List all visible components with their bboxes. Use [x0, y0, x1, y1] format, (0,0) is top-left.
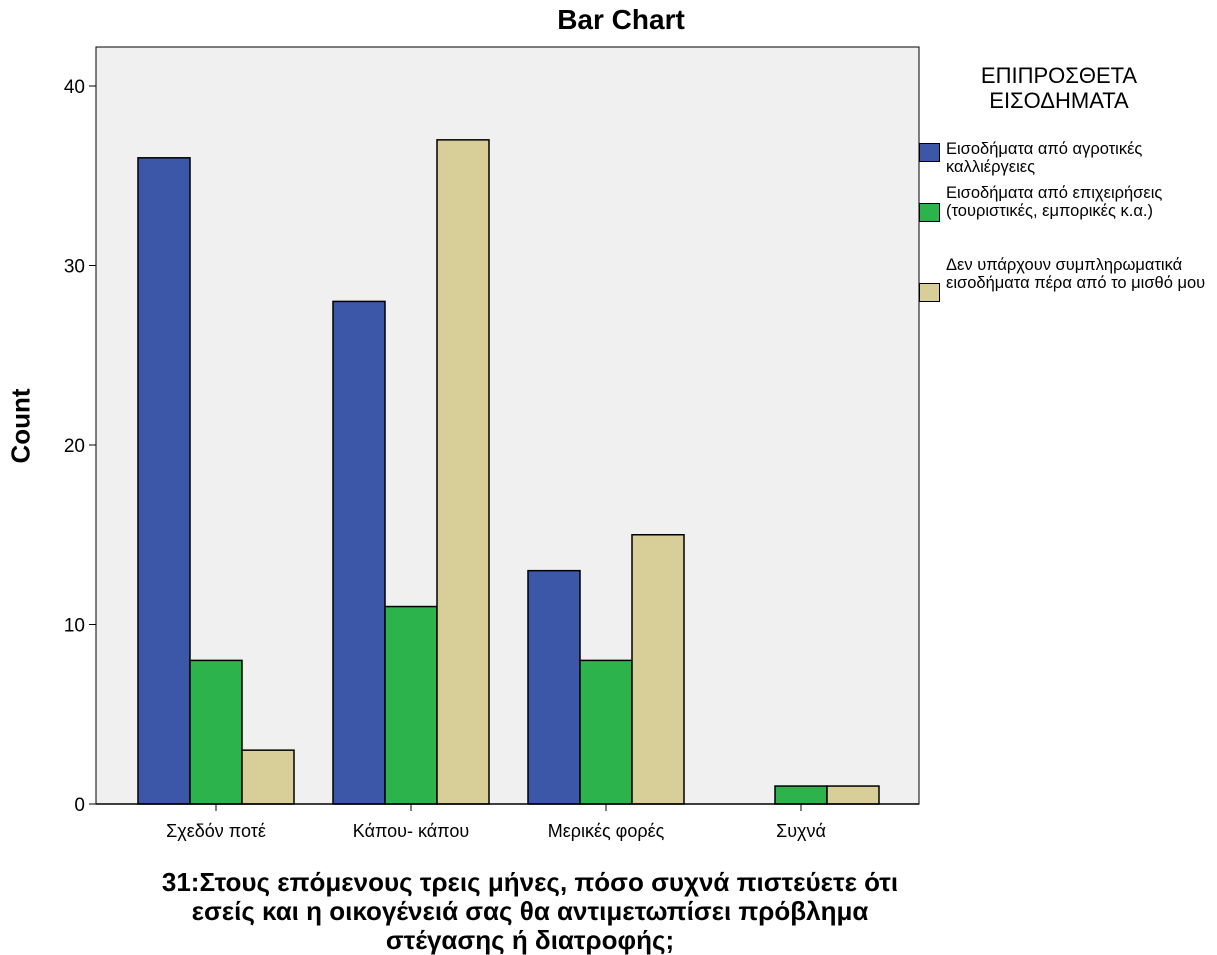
bar: [631, 534, 685, 805]
bar: [137, 157, 191, 805]
legend-label: Εισοδήματα από επιχειρήσεις (τουριστικές…: [946, 184, 1163, 220]
bar: [436, 139, 490, 805]
bar: [527, 569, 581, 805]
legend-label: Δεν υπάρχουν συμπληρωματικά εισοδήματα π…: [946, 256, 1206, 292]
x-axis-label: 31:Στους επόμενους τρεις μήνες, πόσο συχ…: [161, 867, 899, 955]
legend-title: ΕΠΙΠΡΟΣΘΕΤΑ ΕΙΣΟΔΗΜΑΤΑ: [980, 63, 1138, 113]
y-tick-label: 20: [64, 436, 85, 457]
x-tick-label: Μερικές φορές: [548, 821, 665, 841]
bar: [579, 659, 633, 805]
y-tick-label: 40: [64, 77, 85, 98]
y-tick-label: 30: [64, 257, 85, 278]
y-tick-label: 0: [74, 795, 85, 816]
bar: [774, 785, 828, 805]
legend-swatch: [919, 143, 940, 162]
bar: [826, 785, 880, 805]
chart-title: Bar Chart: [557, 4, 685, 35]
bar: [189, 659, 243, 805]
legend-label: Εισοδήματα από αγροτικές καλλιέργειες: [946, 140, 1143, 176]
x-tick-label: Σχεδόν ποτέ: [166, 821, 266, 841]
x-tick-label: Κάπου- κάπου: [353, 821, 469, 841]
x-tick-label: Συχνά: [776, 821, 826, 841]
legend-swatch: [919, 283, 940, 302]
legend-swatch: [919, 203, 940, 222]
y-tick-label: 10: [64, 616, 85, 637]
y-axis-label: Count: [5, 388, 36, 464]
bar: [384, 605, 438, 805]
bar: [241, 749, 295, 805]
bar: [332, 300, 386, 805]
